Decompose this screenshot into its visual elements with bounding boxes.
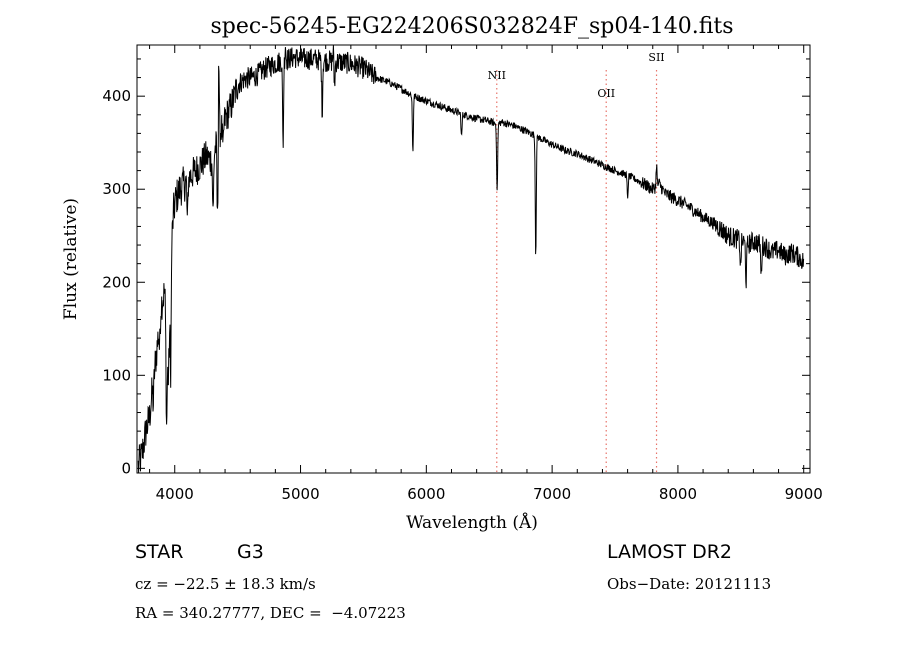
chart-title: spec-56245-EG224206S032824F_sp04-140.fit… <box>210 14 733 39</box>
x-tick-label: 7000 <box>533 485 571 503</box>
y-axis-label: Flux (relative) <box>61 198 81 320</box>
x-axis-label: Wavelength (Å) <box>406 512 538 533</box>
obs-date: Obs−Date: 20121113 <box>607 575 772 593</box>
survey-name: LAMOST DR2 <box>607 541 732 563</box>
coordinates: RA = 340.27777, DEC = −4.07223 <box>135 604 406 622</box>
plot-frame <box>136 44 811 474</box>
y-tick-label: 100 <box>102 366 131 384</box>
x-tick-label: 5000 <box>281 485 319 503</box>
y-tick-label: 0 <box>121 459 131 477</box>
x-tick-label: 6000 <box>407 485 445 503</box>
spectrum-line <box>137 44 805 473</box>
axis-ticks: 4000 5000 6000 7000 8000 9000 0 100 200 300 400 <box>102 45 823 503</box>
line-label-nii: NII <box>488 69 506 82</box>
x-tick-label: 8000 <box>659 485 697 503</box>
x-tick-label: 4000 <box>156 485 194 503</box>
y-tick-label: 300 <box>102 180 131 198</box>
line-label-oii: OII <box>597 87 615 100</box>
object-class: STAR <box>135 541 184 563</box>
line-label-sii: SII <box>648 51 664 64</box>
object-subclass: G3 <box>237 541 264 563</box>
redshift-cz: cz = −22.5 ± 18.3 km/s <box>135 575 316 593</box>
y-tick-label: 200 <box>102 273 131 291</box>
y-tick-label: 400 <box>102 87 131 105</box>
x-tick-label: 9000 <box>785 485 823 503</box>
line-markers: NII OII SII <box>488 51 665 473</box>
